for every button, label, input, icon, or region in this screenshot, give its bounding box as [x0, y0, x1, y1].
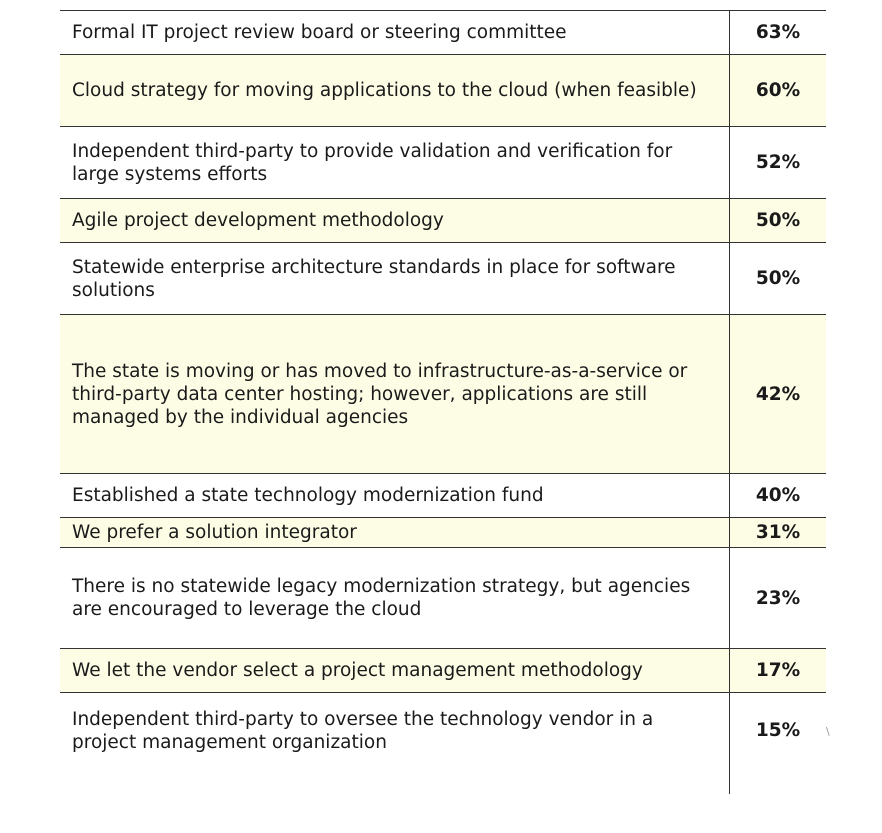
row-percentage: 60%: [755, 80, 801, 101]
table-divider-tail: [60, 768, 730, 794]
table-row: There is no statewide legacy modernizati…: [60, 548, 826, 649]
row-percentage: 23%: [755, 587, 801, 609]
table-row: Established a state technology moderniza…: [60, 474, 826, 518]
row-percentage: 50%: [755, 210, 801, 231]
table-row: Independent third-party to provide valid…: [60, 127, 826, 199]
row-label: Cloud strategy for moving applications t…: [60, 55, 730, 126]
table-row: Agile project development methodology 50…: [60, 199, 826, 243]
edge-mark: \: [826, 725, 830, 738]
row-label: Established a state technology moderniza…: [60, 474, 730, 517]
row-percentage: 52%: [755, 152, 801, 173]
table-row: Independent third-party to oversee the t…: [60, 693, 826, 768]
row-label: There is no statewide legacy modernizati…: [60, 548, 730, 648]
row-label: Agile project development methodology: [60, 199, 730, 242]
row-percentage: 17%: [755, 660, 801, 681]
row-label: The state is moving or has moved to infr…: [60, 315, 730, 473]
results-table: Formal IT project review board or steeri…: [60, 10, 826, 794]
table-row: Statewide enterprise architecture standa…: [60, 243, 826, 315]
row-label: Formal IT project review board or steeri…: [60, 11, 730, 54]
row-percentage: 50%: [755, 268, 801, 289]
row-label: Independent third-party to provide valid…: [60, 127, 730, 198]
row-percentage: 15%: [755, 720, 801, 741]
table-row: We let the vendor select a project manag…: [60, 649, 826, 693]
table-row: The state is moving or has moved to infr…: [60, 315, 826, 474]
row-percentage: 40%: [755, 485, 801, 506]
row-percentage: 63%: [755, 22, 801, 43]
table-row: Cloud strategy for moving applications t…: [60, 55, 826, 127]
row-percentage: 42%: [755, 383, 801, 405]
row-label: We let the vendor select a project manag…: [60, 649, 730, 692]
row-percentage: 31%: [755, 522, 801, 543]
table-row: Formal IT project review board or steeri…: [60, 11, 826, 55]
row-label: Independent third-party to oversee the t…: [60, 693, 730, 768]
row-label: Statewide enterprise architecture standa…: [60, 243, 730, 314]
table-bottom-spacer: [60, 768, 826, 794]
table-row: We prefer a solution integrator 31%: [60, 518, 826, 548]
row-label: We prefer a solution integrator: [60, 518, 730, 547]
